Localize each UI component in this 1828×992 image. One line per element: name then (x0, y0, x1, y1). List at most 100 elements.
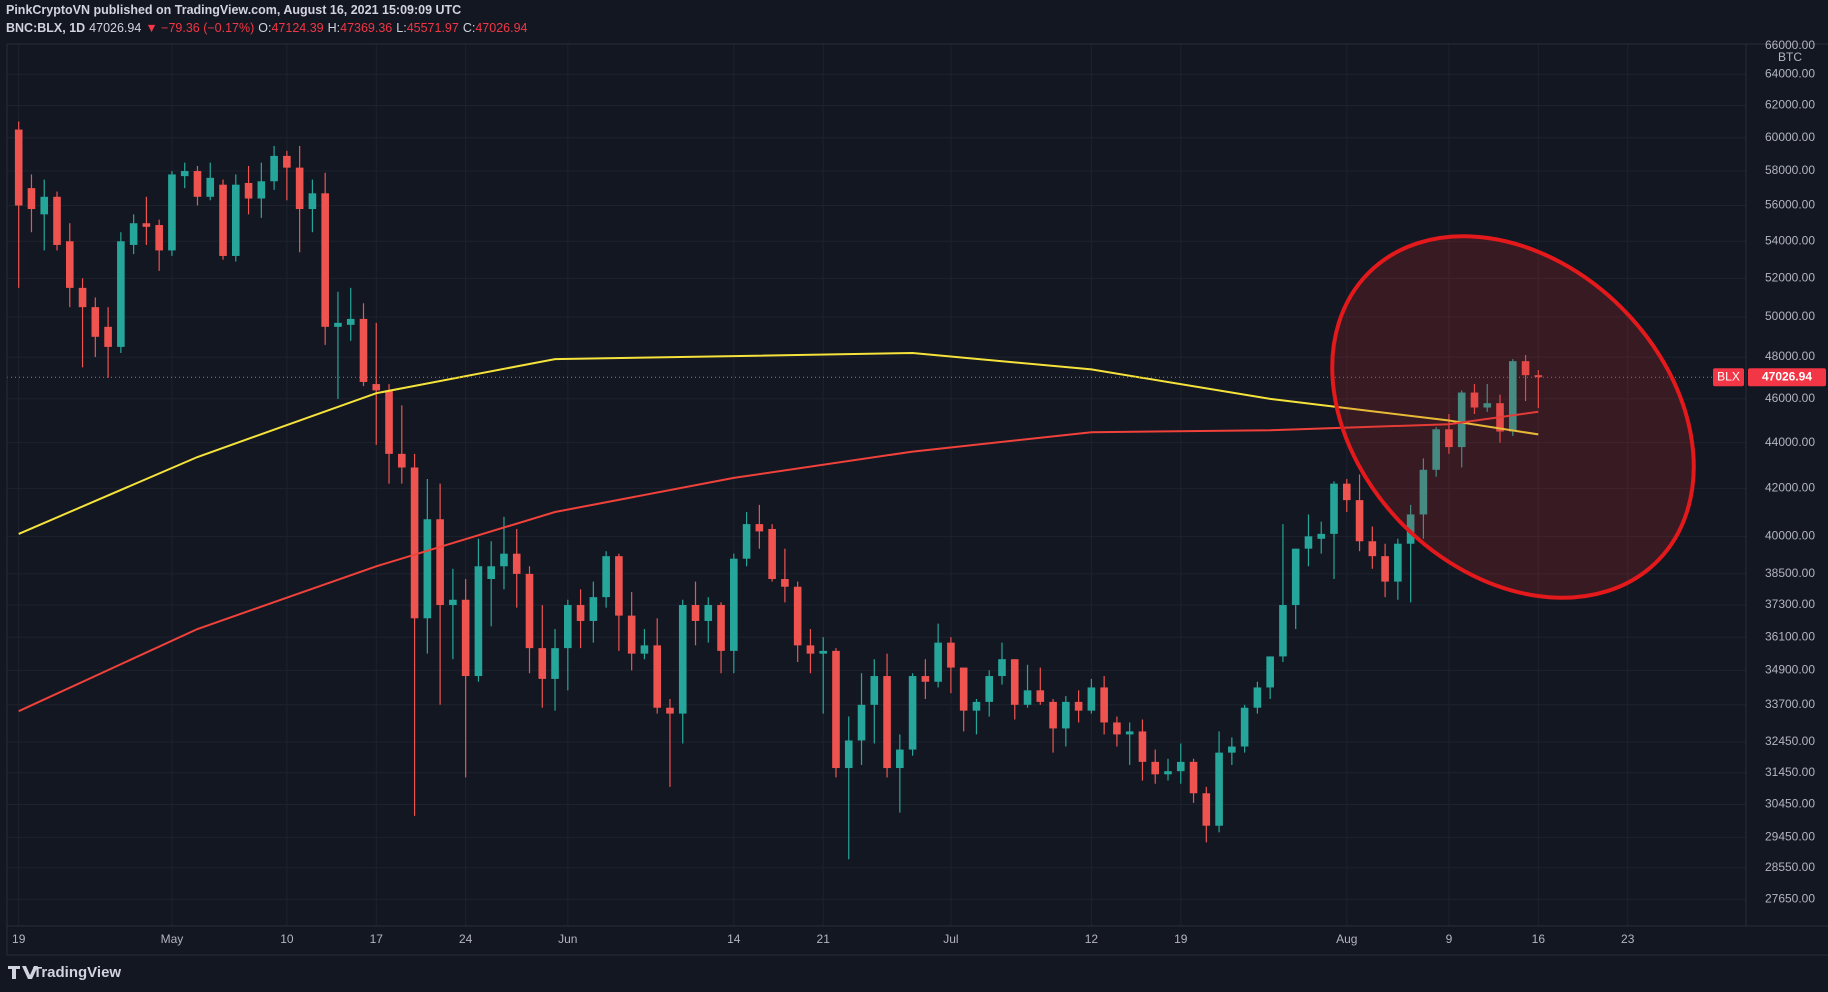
candle-body (1419, 469, 1428, 515)
candle-body (666, 707, 674, 714)
candle-body (1010, 659, 1019, 705)
candle-body (1138, 731, 1147, 762)
candle-body (538, 648, 547, 679)
candle-body (1355, 500, 1364, 542)
y-tick-label: 54000.00 (1765, 233, 1815, 247)
price-label: 47026.94 (1762, 369, 1812, 383)
candle-body (857, 704, 866, 741)
y-tick-label: 29450.00 (1765, 829, 1815, 843)
change: ▼ −79.36 (−0.17%) (145, 21, 255, 35)
y-tick-label: 64000.00 (1765, 66, 1815, 80)
y-tick-label: 32450.00 (1765, 734, 1815, 748)
candle-body (180, 171, 189, 177)
ma-line (18, 410, 1539, 713)
candle-body (1508, 361, 1517, 432)
candle-body (844, 740, 853, 769)
x-tick-label: 19 (1174, 932, 1188, 946)
candle-body (1445, 429, 1453, 448)
candle-body (244, 182, 253, 199)
y-tick-label: 28550.00 (1765, 860, 1815, 874)
candle-body (270, 155, 278, 182)
candle-body (1457, 392, 1466, 448)
y-tick-label: 62000.00 (1765, 98, 1815, 112)
y-tick-label: 44000.00 (1765, 435, 1815, 449)
candle-body (155, 225, 163, 251)
symbol-line: BNC:BLX, 1D 47026.94 ▼ −79.36 (−0.17%) O… (6, 21, 527, 35)
candle-body (1202, 793, 1211, 826)
candle-body (1368, 541, 1377, 557)
candle-body (602, 556, 610, 598)
candle-body (793, 586, 802, 646)
logo-icon (8, 966, 38, 979)
candle-body (1279, 605, 1287, 657)
high-value: 47369.36 (340, 21, 393, 35)
candle-body (985, 676, 994, 702)
candle-body (832, 650, 840, 769)
candle-body (640, 645, 649, 654)
candle-body (678, 605, 687, 714)
candle-body (219, 184, 227, 256)
candle-body (474, 566, 483, 677)
candle-body (142, 223, 151, 227)
candle-body (564, 605, 572, 649)
candle-body (870, 676, 879, 705)
x-tick-label: 10 (280, 932, 294, 946)
candle-body (1470, 392, 1479, 408)
candle-body (117, 241, 125, 347)
candle-body (883, 676, 891, 769)
candle-body (193, 171, 202, 197)
candle-body (449, 599, 457, 606)
candle-body (1189, 761, 1198, 794)
candle-body (615, 556, 623, 616)
candle-body (908, 676, 917, 750)
logo: TradingView (8, 964, 121, 981)
candle-body (576, 605, 585, 621)
candle-body (896, 749, 904, 769)
x-tick-label: 16 (1532, 932, 1546, 946)
candle-body (385, 390, 393, 454)
candle-body (819, 650, 828, 654)
candle-body (1534, 375, 1543, 378)
candle-body (1521, 361, 1530, 376)
symbol-tag: BLX (1717, 369, 1740, 383)
x-tick-label: 17 (370, 932, 384, 946)
y-tick-label: 56000.00 (1765, 198, 1815, 212)
candle-body (1266, 656, 1274, 688)
candle-body (129, 223, 138, 245)
candle-body (423, 519, 432, 619)
price-label-box (1748, 368, 1826, 387)
candle-body (1036, 690, 1045, 702)
x-tick-label: 9 (1446, 932, 1453, 946)
candle-body (1291, 548, 1300, 606)
candle-body (487, 566, 495, 580)
y-tick-label: 27650.00 (1765, 892, 1815, 906)
candle-body (410, 467, 419, 619)
y-tick-label: 36100.00 (1765, 629, 1815, 643)
candle-body (781, 579, 789, 587)
open-label: O: (258, 21, 272, 35)
x-tick-label: Jun (558, 932, 577, 946)
candle-body (742, 524, 751, 559)
y-tick-label: 37300.00 (1765, 597, 1815, 611)
candle-body (1113, 722, 1121, 735)
x-tick-label: 21 (817, 932, 831, 946)
candle-body (1228, 746, 1236, 753)
candle-body (1164, 771, 1172, 775)
y-tick-label: 48000.00 (1765, 349, 1815, 363)
candle-body (27, 188, 36, 210)
candle-body (691, 605, 700, 621)
y-tick-label: 60000.00 (1765, 130, 1815, 144)
candle-body (206, 177, 215, 197)
axes: BTC 66000.00 64000.00 62000.00 60000.00 5800… (6, 38, 1828, 956)
candle-body (972, 701, 981, 711)
candle-body (512, 553, 521, 574)
y-tick-label: 30450.00 (1765, 797, 1815, 811)
candle-body (461, 599, 470, 677)
candle-body (1062, 701, 1070, 729)
x-tick-label: 23 (1621, 932, 1635, 946)
x-tick-label: May (161, 932, 184, 946)
candle-body (1381, 556, 1389, 582)
candle-body (1151, 761, 1160, 775)
candle-body (921, 676, 930, 682)
